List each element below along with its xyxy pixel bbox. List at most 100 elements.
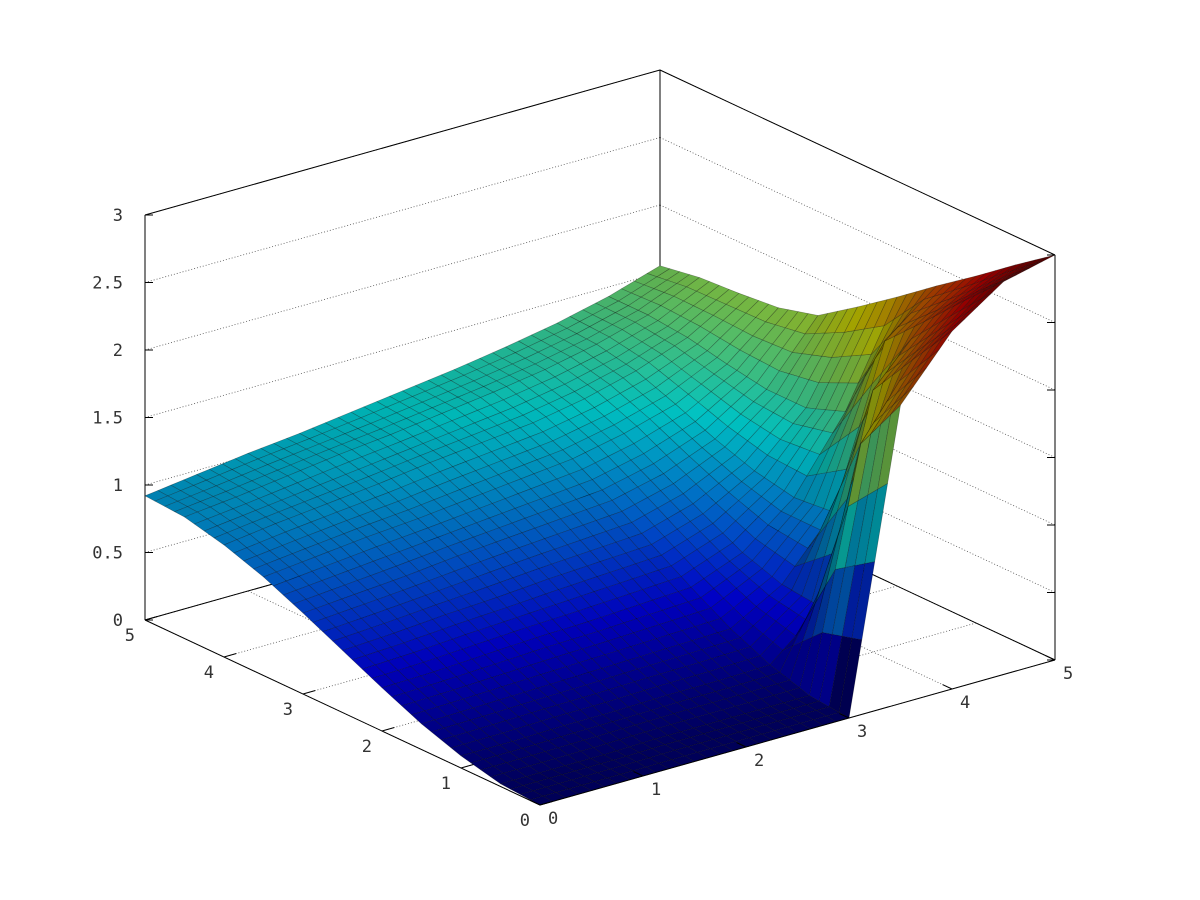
- surface-patch: [644, 320, 669, 335]
- surface-patch: [873, 296, 898, 328]
- surface-patch: [586, 331, 610, 345]
- surface-patch: [154, 495, 178, 507]
- surface-patch: [579, 314, 603, 328]
- surface-patch: [725, 500, 749, 522]
- surface-patch: [747, 426, 771, 449]
- surface-patch: [664, 331, 688, 347]
- surface-patch: [611, 493, 636, 512]
- x-tick-mark: [530, 800, 541, 806]
- surface-patch: [844, 304, 868, 333]
- surface-patch: [713, 735, 737, 746]
- surface-patch: [660, 483, 684, 502]
- surface-patch: [606, 393, 631, 410]
- surface-patch: [728, 683, 752, 696]
- surface-patch: [742, 317, 766, 337]
- surface-patch: [711, 654, 735, 668]
- surface-patch: [644, 727, 669, 740]
- surface-patch: [687, 597, 712, 613]
- surface-patch: [690, 733, 714, 744]
- surface-patch: [637, 480, 661, 498]
- surface-patch: [769, 347, 793, 372]
- surface-patch: [880, 395, 904, 425]
- surface-patch: [574, 384, 598, 400]
- surface-patch: [566, 321, 590, 335]
- surface-patch: [786, 446, 811, 472]
- z-tick-label: 3: [113, 206, 123, 226]
- surface-patch: [528, 553, 552, 569]
- surface-patch: [622, 370, 647, 387]
- surface-patch: [538, 768, 563, 779]
- surface-patch: [342, 481, 366, 495]
- surface-patch: [723, 587, 747, 609]
- surface-patch: [564, 761, 588, 772]
- surface-patch: [764, 720, 788, 731]
- surface-patch: [538, 563, 562, 580]
- surface-patch: [719, 325, 744, 345]
- surface-patch: [561, 770, 585, 781]
- surface-patch: [616, 401, 641, 418]
- surface-patch: [617, 459, 642, 478]
- surface-patch: [737, 420, 761, 442]
- surface-patch: [460, 751, 485, 764]
- z-grid-line: [144, 204, 661, 351]
- surface-patch: [499, 741, 523, 753]
- surface-patch: [558, 779, 582, 790]
- surface-patch: [522, 744, 546, 756]
- surface-patch: [539, 440, 563, 456]
- surface-patch: [666, 446, 690, 466]
- surface-patch: [656, 437, 680, 456]
- surface-patch: [656, 268, 681, 281]
- surface-patch: [657, 724, 682, 736]
- surface-patch: [996, 271, 1020, 284]
- surface-patch: [553, 713, 578, 726]
- surface-patch: [744, 709, 769, 720]
- surface-patch: [729, 330, 754, 351]
- surface-patch: [361, 664, 386, 679]
- surface-patch: [537, 345, 562, 359]
- surface-patch: [709, 532, 733, 552]
- surface-patch: [480, 391, 504, 406]
- surface-patch: [600, 759, 624, 770]
- surface-patch: [529, 431, 554, 447]
- surface-patch: [540, 670, 564, 685]
- surface-patch: [222, 496, 247, 510]
- surface-patch: [516, 436, 541, 452]
- surface-patch: [677, 320, 701, 338]
- surface-patch: [1006, 268, 1030, 280]
- z-grid-line: [144, 272, 661, 418]
- surface-patch: [497, 469, 522, 485]
- surface-patch: [184, 511, 208, 525]
- surface-patch: [515, 557, 539, 574]
- surface-patch: [679, 438, 703, 457]
- surface-patch: [591, 415, 615, 432]
- surface-patch: [860, 413, 885, 444]
- surface-patch: [590, 754, 614, 765]
- surface-patch: [613, 755, 637, 766]
- surface-patch: [426, 643, 450, 659]
- surface-patch: [686, 705, 710, 718]
- surface-patch: [711, 446, 736, 465]
- surface-patch: [424, 536, 448, 552]
- y-tick-mark: [460, 764, 474, 769]
- surface-patch: [635, 362, 660, 380]
- surface-patch: [731, 462, 755, 482]
- surface-patch: [773, 398, 797, 419]
- surface-patch: [516, 765, 540, 777]
- surface-patch: [754, 715, 779, 726]
- surface-patch: [697, 391, 722, 411]
- surface-patch: [983, 278, 1007, 292]
- surface-patch: [751, 724, 776, 735]
- surface-patch: [734, 440, 758, 464]
- surface-patch: [522, 583, 546, 599]
- surface-patch: [643, 686, 668, 700]
- surface-patch: [737, 691, 762, 703]
- y-tick-mark: [539, 801, 553, 806]
- surface-patch: [796, 450, 821, 477]
- surface-patch: [633, 273, 658, 286]
- surface-patch: [884, 322, 909, 342]
- surface-patch: [547, 518, 571, 535]
- surface-patch: [413, 476, 438, 492]
- surface-patch: [632, 378, 657, 396]
- surface-patch: [582, 693, 606, 707]
- surface-patch: [599, 557, 624, 573]
